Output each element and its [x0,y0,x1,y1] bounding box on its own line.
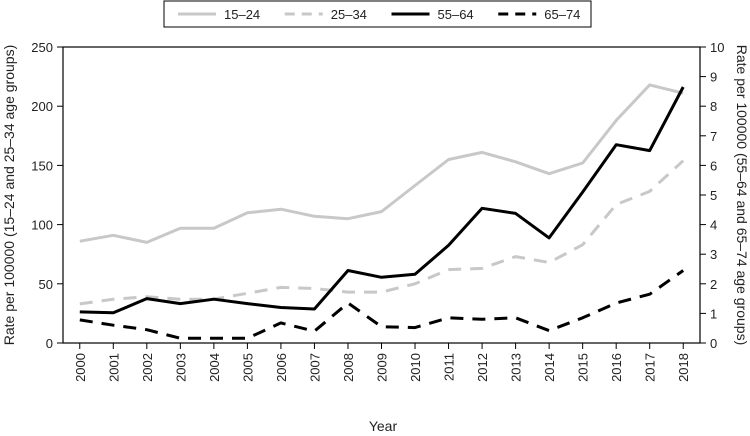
left-y-tick-label: 100 [31,218,53,233]
right-y-tick-label: 0 [710,336,717,351]
plot-area [62,46,701,344]
legend-label: 55–64 [438,7,474,22]
x-tick-label: 2014 [542,353,557,382]
legend-label: 65–74 [544,7,580,22]
series-line-1 [79,83,684,244]
x-tick-label: 2000 [73,353,88,382]
x-tick-label: 2006 [274,353,289,382]
legend-label: 15–24 [224,7,260,22]
right-y-tick-label: 6 [710,158,717,173]
plot-frame [62,46,701,344]
right-y-axis: 0 1 2 3 4 5 6 7 8 9 10 [700,40,724,351]
x-tick-label: 2004 [207,353,222,382]
left-y-tick-label: 0 [46,336,53,351]
right-y-tick-label: 4 [710,218,717,233]
x-tick-label: 2012 [475,353,490,382]
right-y-tick-label: 2 [710,277,717,292]
series-line-2 [79,159,685,306]
x-tick-label: 2008 [341,353,356,382]
x-tick-label: 2010 [408,353,423,382]
left-y-tick-label: 200 [31,99,53,114]
left-y-tick-label: 50 [39,277,53,292]
x-tick-label: 2002 [140,353,155,382]
right-y-tick-label: 3 [710,247,717,262]
series-line-3 [79,86,685,315]
x-tick-label: 2016 [609,353,624,382]
legend: 15–24 25–34 55–64 65–74 [163,0,592,28]
x-tick-label: 2005 [240,353,255,382]
x-tick-label: 2011 [442,353,457,381]
left-y-axis-title: Rate per 100000 (15–24 and 25–34 age gro… [1,45,17,345]
right-y-tick-label: 9 [710,70,717,85]
right-y-tick-label: 7 [710,129,717,144]
x-axis-title: Year [369,418,398,434]
left-y-axis: 0 50 100 150 200 250 [31,40,63,351]
x-tick-label: 2009 [375,353,390,382]
right-y-tick-label: 8 [710,99,717,114]
x-tick-label: 2013 [509,353,524,382]
x-axis: 2000 2001 2002 2003 2004 2005 2006 2007 2008 2009… [73,343,691,382]
right-y-axis-title: Rate per 100000 (55–64 and 65–74 age gro… [734,45,750,345]
right-y-tick-label: 10 [710,40,724,55]
x-tick-label: 2017 [643,353,658,382]
series-line-4 [79,269,685,340]
x-tick-label: 2015 [576,353,591,382]
right-y-tick-label: 5 [710,188,717,203]
left-y-tick-label: 150 [31,158,53,173]
x-tick-label: 2003 [173,353,188,382]
x-tick-label: 2001 [106,353,121,382]
x-tick-label: 2007 [307,353,322,382]
x-tick-label: 2018 [676,353,691,382]
right-y-tick-label: 1 [710,306,717,321]
legend-label: 25–34 [331,7,367,22]
left-y-tick-label: 250 [31,40,53,55]
